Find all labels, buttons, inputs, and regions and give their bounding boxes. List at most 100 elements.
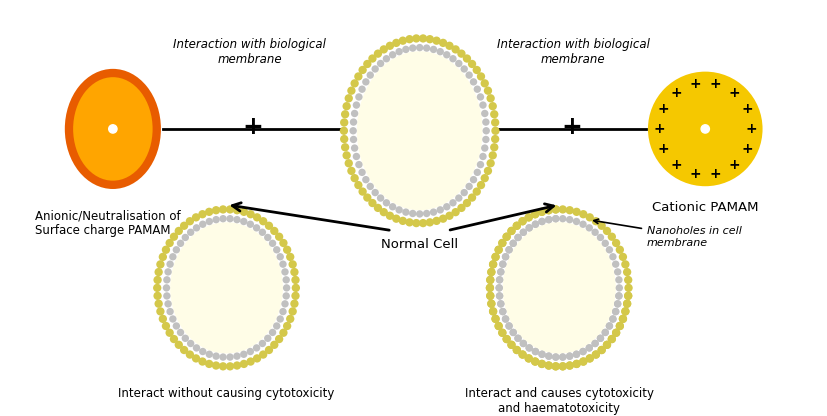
Circle shape bbox=[499, 260, 506, 268]
Circle shape bbox=[580, 348, 586, 355]
Circle shape bbox=[601, 329, 609, 336]
Circle shape bbox=[513, 346, 521, 354]
Circle shape bbox=[496, 292, 504, 300]
Circle shape bbox=[484, 167, 492, 175]
Circle shape bbox=[283, 322, 291, 330]
Circle shape bbox=[399, 217, 407, 225]
Circle shape bbox=[531, 210, 539, 218]
Text: +: + bbox=[671, 158, 682, 172]
Circle shape bbox=[538, 218, 546, 225]
Circle shape bbox=[350, 136, 357, 143]
Circle shape bbox=[205, 208, 213, 216]
Circle shape bbox=[482, 127, 490, 134]
Circle shape bbox=[532, 348, 539, 355]
Circle shape bbox=[586, 213, 594, 221]
Circle shape bbox=[264, 334, 271, 342]
Circle shape bbox=[362, 176, 370, 183]
Circle shape bbox=[538, 208, 546, 216]
Circle shape bbox=[159, 253, 167, 261]
Circle shape bbox=[525, 224, 533, 232]
Circle shape bbox=[213, 352, 220, 360]
Circle shape bbox=[513, 222, 521, 230]
Circle shape bbox=[253, 344, 261, 352]
Circle shape bbox=[281, 268, 289, 275]
Circle shape bbox=[392, 215, 400, 223]
Circle shape bbox=[497, 268, 504, 275]
Circle shape bbox=[558, 362, 566, 371]
Circle shape bbox=[280, 329, 288, 337]
Circle shape bbox=[368, 199, 376, 207]
Circle shape bbox=[358, 168, 366, 176]
Circle shape bbox=[572, 360, 581, 368]
Circle shape bbox=[614, 300, 621, 307]
Circle shape bbox=[566, 362, 574, 370]
Circle shape bbox=[352, 102, 360, 109]
Circle shape bbox=[597, 222, 606, 230]
Circle shape bbox=[489, 260, 497, 268]
Circle shape bbox=[573, 351, 581, 358]
Circle shape bbox=[226, 205, 234, 213]
Circle shape bbox=[579, 210, 587, 218]
Circle shape bbox=[609, 253, 617, 260]
Text: +: + bbox=[562, 115, 582, 139]
Circle shape bbox=[405, 218, 414, 226]
Circle shape bbox=[552, 215, 559, 223]
Circle shape bbox=[389, 203, 396, 210]
Circle shape bbox=[609, 315, 617, 323]
Circle shape bbox=[621, 307, 629, 316]
Circle shape bbox=[470, 78, 477, 86]
Circle shape bbox=[165, 329, 174, 337]
Circle shape bbox=[592, 350, 600, 359]
Circle shape bbox=[597, 346, 606, 354]
Circle shape bbox=[503, 335, 511, 343]
Circle shape bbox=[499, 308, 506, 315]
Circle shape bbox=[159, 314, 167, 323]
Circle shape bbox=[605, 246, 613, 253]
Circle shape bbox=[514, 234, 522, 241]
Circle shape bbox=[219, 362, 227, 371]
Circle shape bbox=[552, 205, 560, 213]
Text: +: + bbox=[242, 115, 263, 139]
Circle shape bbox=[180, 222, 189, 230]
Circle shape bbox=[212, 362, 220, 370]
Circle shape bbox=[614, 300, 621, 307]
Circle shape bbox=[545, 206, 553, 214]
Circle shape bbox=[226, 362, 234, 371]
Circle shape bbox=[474, 85, 481, 93]
Circle shape bbox=[480, 153, 486, 160]
Circle shape bbox=[345, 94, 353, 102]
Circle shape bbox=[505, 322, 513, 329]
Text: Cationic PAMAM: Cationic PAMAM bbox=[652, 201, 758, 214]
Circle shape bbox=[477, 72, 485, 81]
Circle shape bbox=[240, 360, 248, 368]
Text: +: + bbox=[729, 86, 740, 100]
Circle shape bbox=[558, 205, 566, 213]
Circle shape bbox=[495, 284, 503, 292]
Circle shape bbox=[513, 346, 521, 354]
Circle shape bbox=[377, 60, 385, 67]
Circle shape bbox=[481, 110, 489, 117]
Circle shape bbox=[368, 54, 376, 63]
Circle shape bbox=[486, 276, 495, 284]
Ellipse shape bbox=[65, 69, 161, 189]
Circle shape bbox=[552, 353, 559, 361]
Circle shape bbox=[502, 315, 509, 323]
Circle shape bbox=[259, 228, 266, 236]
Circle shape bbox=[286, 253, 294, 261]
Circle shape bbox=[495, 245, 503, 254]
Circle shape bbox=[552, 362, 560, 371]
Circle shape bbox=[177, 329, 184, 336]
Circle shape bbox=[162, 245, 170, 254]
Circle shape bbox=[170, 315, 176, 323]
Circle shape bbox=[265, 222, 273, 230]
Circle shape bbox=[499, 260, 506, 268]
Circle shape bbox=[487, 268, 495, 276]
Circle shape bbox=[173, 322, 180, 329]
Circle shape bbox=[538, 360, 546, 368]
Circle shape bbox=[545, 352, 552, 360]
Circle shape bbox=[566, 362, 574, 370]
Circle shape bbox=[519, 228, 527, 236]
Circle shape bbox=[437, 206, 444, 213]
Circle shape bbox=[186, 217, 194, 225]
Circle shape bbox=[480, 79, 489, 87]
